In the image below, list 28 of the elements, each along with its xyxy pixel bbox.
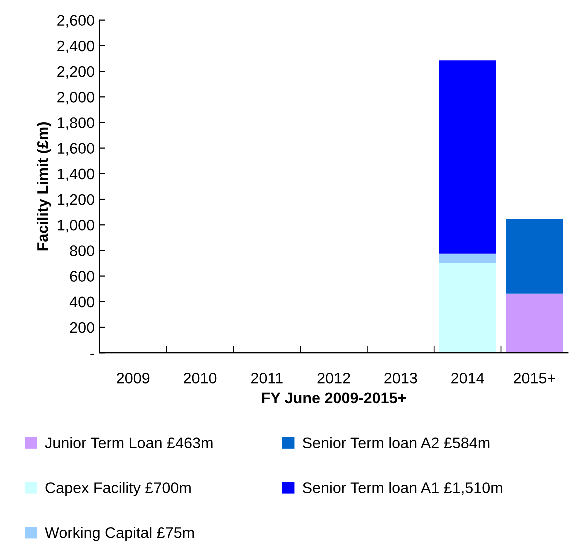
y-tick-label: 400 bbox=[70, 296, 94, 308]
x-tick-label: 2011 bbox=[251, 372, 283, 384]
y-tick-label: 2,400 bbox=[58, 40, 94, 54]
x-tick-label: 2014 bbox=[452, 372, 484, 384]
y-tick-label: 1,800 bbox=[58, 118, 94, 130]
y-tick-label: 2,200 bbox=[58, 66, 94, 80]
y-tick-label: 2,000 bbox=[58, 92, 94, 105]
y-tick-label: 200 bbox=[70, 322, 94, 334]
y-axis-title: Facility Limit (£m) bbox=[37, 122, 52, 251]
y-tick-label: 600 bbox=[70, 271, 94, 282]
legend-label: Senior Term loan A1 £1,510m bbox=[303, 482, 502, 496]
x-tick-label: 2013 bbox=[384, 372, 418, 384]
x-axis-title: FY June 2009-2015+ bbox=[262, 392, 406, 404]
legend-label: Capex Facility £700m bbox=[46, 482, 191, 496]
y-tick-label: 1,600 bbox=[58, 143, 94, 156]
y-tick-label: - bbox=[90, 354, 94, 356]
x-tick-label: 2012 bbox=[318, 372, 350, 384]
x-tick-label: 2015+ bbox=[514, 372, 556, 384]
x-tick-label: 2010 bbox=[184, 372, 217, 384]
y-tick-label: 2,600 bbox=[58, 15, 94, 28]
y-tick-label: 800 bbox=[70, 246, 94, 256]
x-tick-label: 2009 bbox=[117, 372, 150, 384]
legend-label: Junior Term Loan £463m bbox=[45, 437, 213, 449]
legend-label: Senior Term loan A2 £584m bbox=[303, 437, 490, 449]
legend-label: Working Capital £75m bbox=[45, 527, 194, 542]
y-tick-label: 1,200 bbox=[58, 194, 94, 208]
y-tick-label: 1,400 bbox=[58, 168, 94, 182]
y-tick-label: 1,000 bbox=[58, 220, 94, 233]
